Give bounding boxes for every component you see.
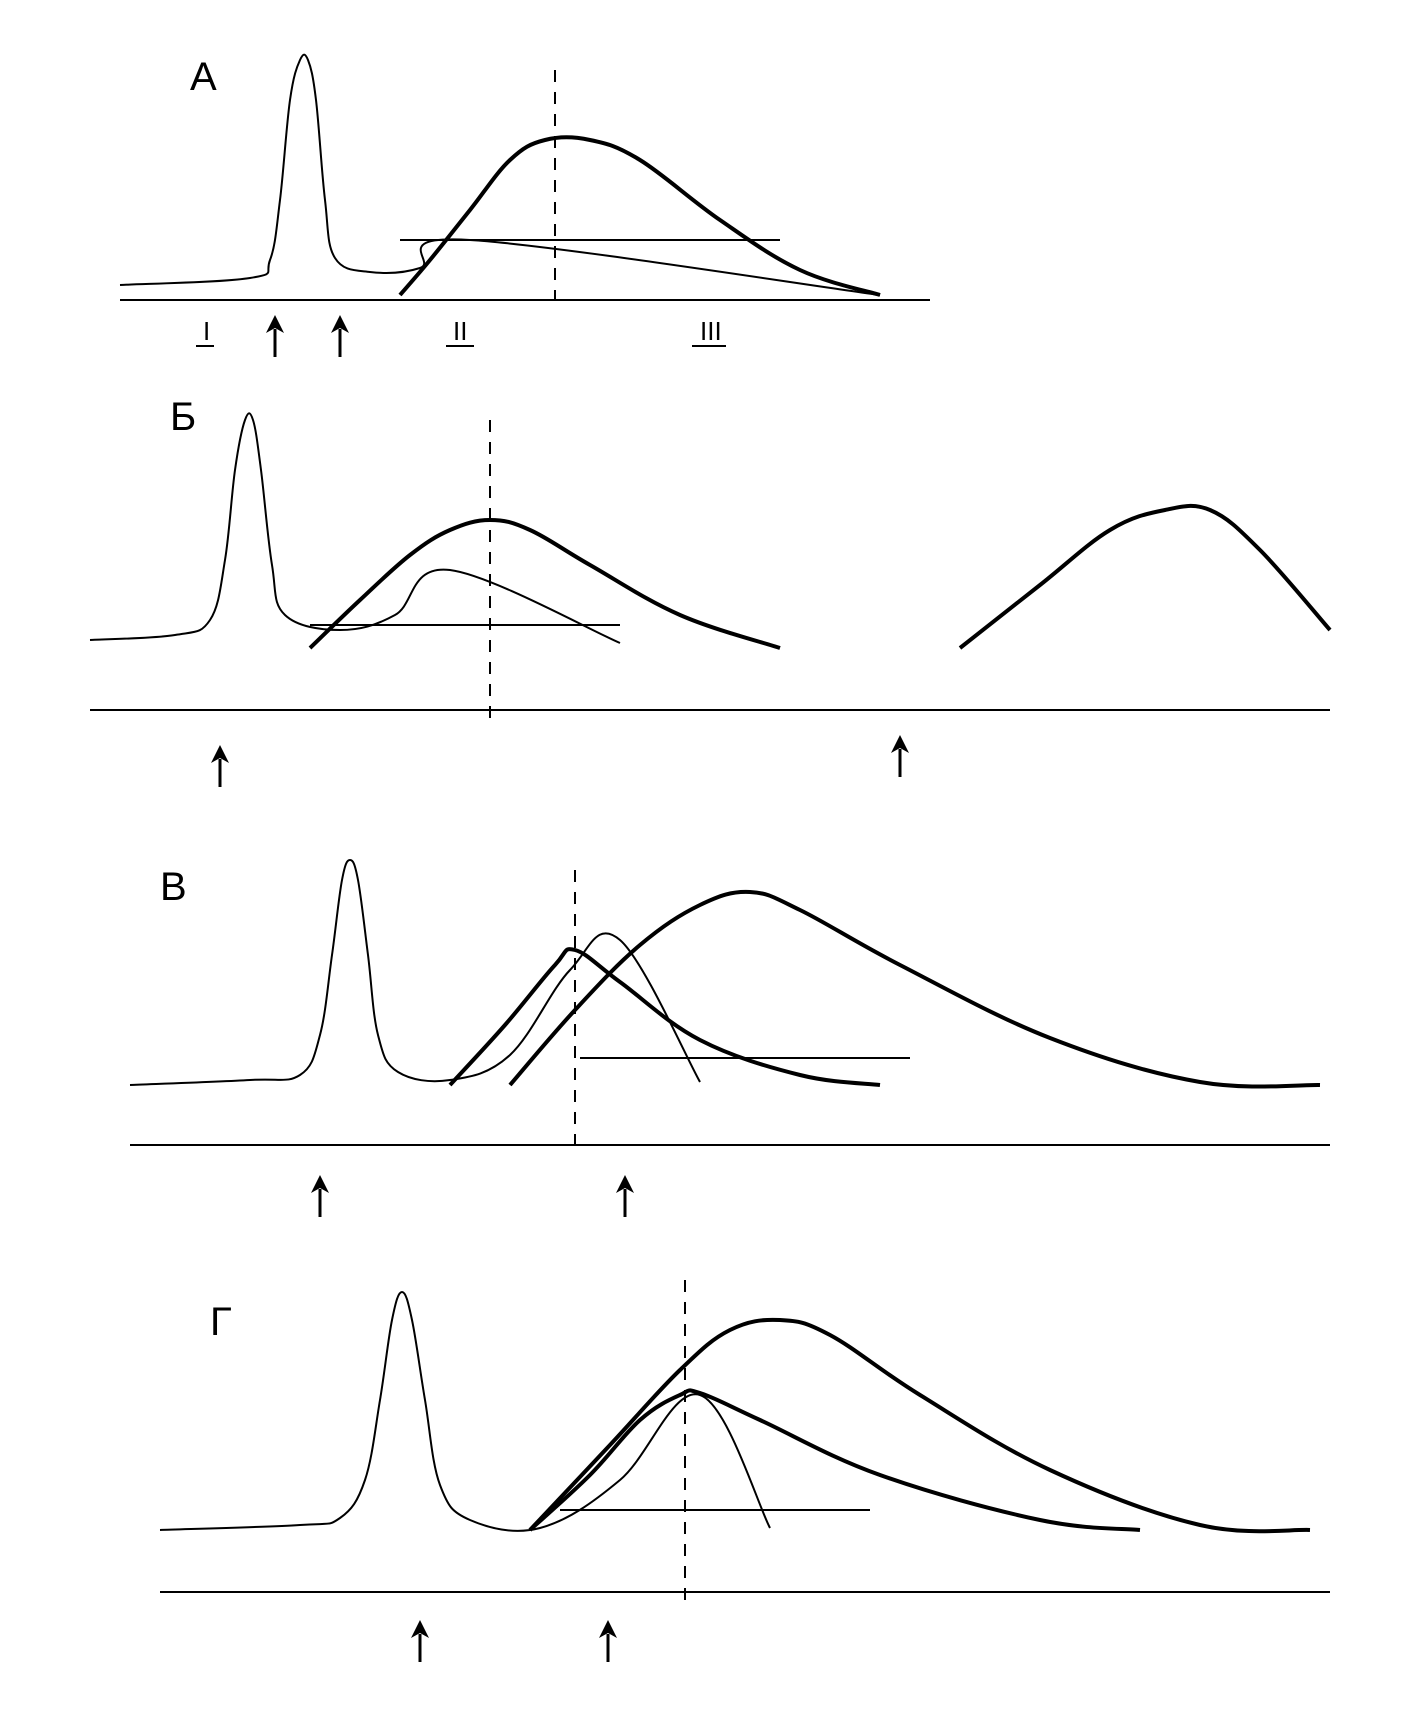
roman-label: III [700, 316, 722, 346]
roman-label: II [453, 316, 467, 346]
multi-panel-chart: AIIIIIIБВГ [0, 0, 1404, 1710]
panel-label: В [160, 865, 187, 909]
panel-label: A [190, 55, 217, 99]
panel-label: Б [170, 395, 196, 439]
roman-label: I [203, 316, 210, 346]
panel-label: Г [210, 1300, 232, 1344]
